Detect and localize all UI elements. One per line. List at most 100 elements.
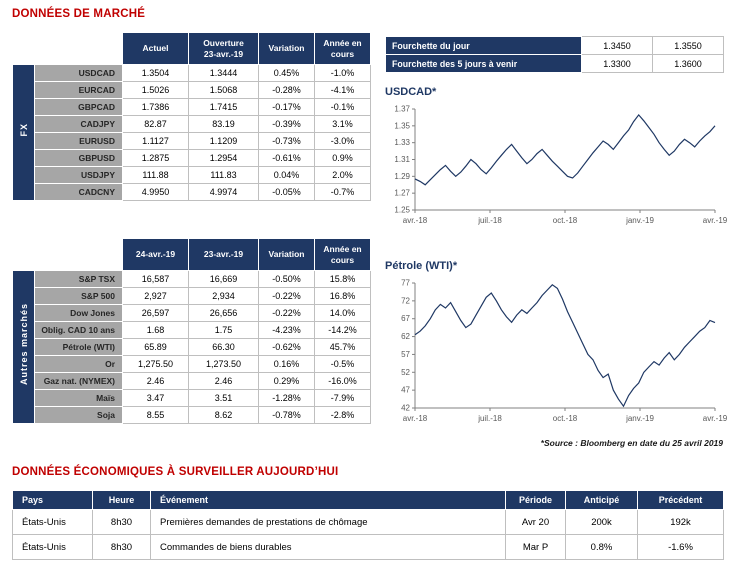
cell-ytd: 15.8% — [314, 270, 371, 288]
svg-text:77: 77 — [401, 279, 410, 288]
cell-variation: 0.45% — [258, 64, 315, 82]
fx-header-ytd: Année en cours — [314, 32, 371, 65]
table-row: États-Unis 8h30 Premières demandes de pr… — [12, 509, 724, 535]
table-row: CADJPY 82.87 83.19 -0.39% 3.1% — [13, 115, 371, 133]
cell-periode: Mar P — [505, 534, 566, 560]
row-label: USDJPY — [34, 166, 123, 184]
cell-ytd: 0.9% — [314, 149, 371, 167]
table-row: Fourchette des 5 jours à venir 1.3300 1.… — [385, 54, 724, 73]
cell-open: 3.51 — [188, 389, 259, 407]
row-label: EURUSD — [34, 132, 123, 150]
table-row: GBPUSD 1.2875 1.2954 -0.61% 0.9% — [13, 149, 371, 167]
table-row: FX USDCAD 1.3504 1.3444 0.45% -1.0% — [12, 64, 371, 201]
table-row: S&P 500 2,927 2,934 -0.22% 16.8% — [13, 287, 371, 305]
svg-text:avr.-18: avr.-18 — [403, 216, 428, 225]
cell-ytd: -7.9% — [314, 389, 371, 407]
cell-variation: -0.17% — [258, 98, 315, 116]
cell-actual: 2,927 — [122, 287, 189, 305]
cell-ytd: 45.7% — [314, 338, 371, 356]
cell-open: 2.46 — [188, 372, 259, 390]
row-label: Maïs — [34, 389, 123, 407]
econ-header-pays: Pays — [12, 490, 93, 510]
cell-ytd: -2.8% — [314, 406, 371, 424]
usdcad-chart-title: USDCAD* — [385, 86, 437, 98]
svg-text:42: 42 — [401, 404, 410, 413]
cell-actual: 1.1127 — [122, 132, 189, 150]
svg-text:oct.-18: oct.-18 — [553, 414, 578, 423]
wti-chart-title: Pétrole (WTI)* — [385, 260, 458, 272]
cell-open: 2,934 — [188, 287, 259, 305]
markets-corner-blank — [13, 239, 123, 271]
cell-ytd: 2.0% — [314, 166, 371, 184]
svg-text:janv.-19: janv.-19 — [625, 414, 654, 423]
row-label: Pétrole (WTI) — [34, 338, 123, 356]
line-chart-svg: 1.25 1.27 1.29 1.31 1.33 1.35 1.37 avr.-18 juil.… — [394, 105, 727, 226]
svg-text:1.31: 1.31 — [394, 155, 410, 164]
svg-text:juil.-18: juil.-18 — [477, 216, 502, 225]
svg-text:1.27: 1.27 — [394, 189, 410, 198]
table-row: Soja 8.55 8.62 -0.78% -2.8% — [13, 406, 371, 424]
line-chart-svg: 42 47 52 57 62 67 72 77 avr.-18 juil.-18 oct.-18 ja… — [401, 279, 728, 424]
svg-text:juil.-18: juil.-18 — [477, 414, 502, 423]
table-row: EURUSD 1.1127 1.1209 -0.73% -3.0% — [13, 132, 371, 150]
cell-open: 1.1209 — [188, 132, 259, 150]
cell-open: 1.3444 — [188, 64, 259, 82]
cell-ytd: -16.0% — [314, 372, 371, 390]
table-row: USDJPY 111.88 111.83 0.04% 2.0% — [13, 166, 371, 184]
econ-header-heure: Heure — [92, 490, 151, 510]
svg-text:1.35: 1.35 — [394, 121, 410, 130]
row-label: GBPCAD — [34, 98, 123, 116]
cell-open: 1.2954 — [188, 149, 259, 167]
fx-header-row: Actuel Ouverture 23-avr.-19 Variation An… — [13, 32, 371, 65]
table-row: GBPCAD 1.7386 1.7415 -0.17% -0.1% — [13, 98, 371, 116]
econ-header-anticipe: Anticipé — [565, 490, 638, 510]
cell-actual: 3.47 — [122, 389, 189, 407]
cell-heure: 8h30 — [92, 509, 151, 535]
markets-group-label: Autres marchés — [18, 303, 29, 386]
row-label: Or — [34, 355, 123, 373]
cell-ytd: -4.1% — [314, 81, 371, 99]
fx-corner-blank — [13, 33, 123, 65]
cell-evenement: Premières demandes de prestations de chô… — [150, 509, 506, 535]
table-row: Oblig. CAD 10 ans 1.68 1.75 -4.23% -14.2… — [13, 321, 371, 339]
cell-ytd: 3.1% — [314, 115, 371, 133]
table-row: Autres marchés S&P TSX 16,587 16,669 -0.… — [12, 270, 371, 424]
svg-text:janv.-19: janv.-19 — [625, 216, 654, 225]
cell-ytd: -0.1% — [314, 98, 371, 116]
cell-pays: États-Unis — [12, 509, 93, 535]
row-label: EURCAD — [34, 81, 123, 99]
cell-anticipe: 200k — [565, 509, 638, 535]
econ-header-periode: Période — [505, 490, 566, 510]
table-row: États-Unis 8h30 Commandes de biens durab… — [12, 534, 724, 560]
svg-text:avr.-19: avr.-19 — [703, 216, 728, 225]
row-label: Oblig. CAD 10 ans — [34, 321, 123, 339]
cell-actual: 8.55 — [122, 406, 189, 424]
cell-pays: États-Unis — [12, 534, 93, 560]
row-label: Soja — [34, 406, 123, 424]
svg-text:62: 62 — [401, 332, 410, 341]
econ-header-precedent: Précédent — [637, 490, 724, 510]
cell-variation: 0.04% — [258, 166, 315, 184]
svg-text:57: 57 — [401, 350, 410, 359]
cell-actual: 1.3504 — [122, 64, 189, 82]
cell-heure: 8h30 — [92, 534, 151, 560]
svg-text:1.25: 1.25 — [394, 206, 410, 215]
markets-group-cell: Autres marchés — [12, 270, 35, 424]
svg-text:67: 67 — [401, 314, 410, 323]
cell-variation: -0.50% — [258, 270, 315, 288]
markets-table: 24-avr.-19 23-avr.-19 Variation Année en… — [12, 238, 371, 424]
cell-actual: 1.68 — [122, 321, 189, 339]
source-note: *Source : Bloomberg en date du 25 avril … — [540, 438, 723, 448]
svg-text:avr.-19: avr.-19 — [703, 414, 728, 423]
markets-header-variation: Variation — [258, 238, 315, 271]
cell-variation: -0.05% — [258, 183, 315, 201]
cell-variation: -0.62% — [258, 338, 315, 356]
fx-header-actuel: Actuel — [122, 32, 189, 65]
cell-periode: Avr 20 — [505, 509, 566, 535]
svg-text:oct.-18: oct.-18 — [553, 216, 578, 225]
range-high: 1.3600 — [652, 54, 724, 73]
cell-open: 1.75 — [188, 321, 259, 339]
table-row: Maïs 3.47 3.51 -1.28% -7.9% — [13, 389, 371, 407]
markets-header-today: 24-avr.-19 — [122, 238, 189, 271]
cell-actual: 4.9950 — [122, 183, 189, 201]
